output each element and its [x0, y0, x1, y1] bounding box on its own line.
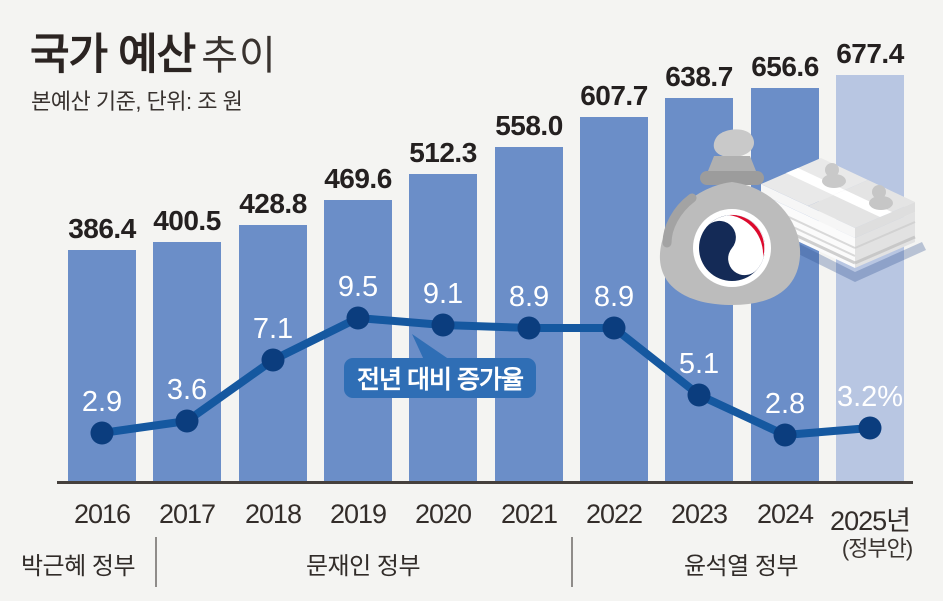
year-label-2025년: 2025년 [830, 506, 911, 536]
growth-value-2017: 3.6 [166, 374, 208, 406]
growth-value-2022: 8.9 [593, 281, 635, 313]
bar-2021 [495, 147, 563, 483]
chart-subtitle: 본예산 기준, 단위: 조 원 [31, 89, 243, 114]
bar-2018 [239, 225, 307, 483]
bar-value-2021: 558.0 [495, 110, 563, 141]
year-label-2024: 2024 [756, 499, 814, 529]
year-label-2020: 2020 [414, 499, 472, 529]
growth-value-2021: 8.9 [508, 281, 550, 313]
year-label-2018: 2018 [244, 499, 302, 529]
year-label-2017: 2017 [158, 499, 216, 529]
page-title: 국가 예산 추이 [30, 20, 277, 82]
growth-value-2019: 9.5 [337, 271, 379, 303]
bar-value-2020: 512.3 [409, 137, 477, 168]
bar-value-2016: 386.4 [68, 213, 136, 244]
bar-value-2022: 607.7 [580, 80, 648, 111]
year-label-2022: 2022 [585, 499, 643, 529]
gov-label-3: 윤석열 정부 [683, 553, 799, 580]
year-label-2023: 2023 [670, 499, 728, 529]
gov-label-1: 박근혜 정부 [20, 553, 136, 580]
gov-label-2: 문재인 정부 [305, 553, 421, 580]
money-bag-icon [659, 129, 801, 305]
bar-value-2019: 469.6 [324, 163, 392, 194]
bar-2016 [68, 250, 136, 483]
gov-divider-1 [155, 537, 157, 587]
growth-rate-callout: 전년 대비 증가율 [344, 358, 536, 398]
title-light: 추이 [201, 34, 277, 78]
bar-value-2023: 638.7 [665, 61, 733, 92]
bar-2020 [409, 174, 477, 483]
bar-value-2024: 656.6 [751, 51, 819, 82]
year-label-2016: 2016 [73, 499, 131, 529]
bar-value-2025년: 677.4 [836, 38, 904, 69]
growth-value-2018: 7.1 [252, 313, 294, 345]
korea-government-emblem-icon [693, 209, 771, 287]
bar-value-2017: 400.5 [153, 205, 221, 236]
gov-divider-2 [571, 537, 573, 587]
bar-2017 [153, 242, 221, 483]
growth-value-2020: 9.1 [422, 278, 464, 310]
note-2025: (정부안) [841, 536, 913, 561]
year-label-2021: 2021 [500, 499, 558, 529]
growth-value-2023: 5.1 [678, 348, 720, 380]
bar-value-2018: 428.8 [239, 188, 307, 219]
x-axis-line [57, 481, 913, 484]
year-label-2019: 2019 [329, 499, 387, 529]
growth-value-2025년: 3.2% [836, 381, 904, 413]
title-strong: 국가 예산 [30, 31, 196, 79]
budget-illustration [659, 129, 926, 305]
